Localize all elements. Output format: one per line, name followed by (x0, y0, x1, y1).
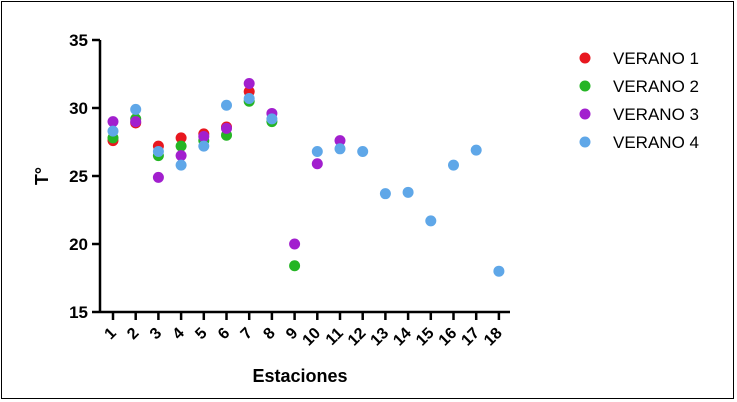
x-tick-label: 5 (192, 325, 210, 343)
y-tick-label: 20 (69, 235, 88, 254)
data-point-4-16 (448, 159, 459, 171)
legend-marker-4 (579, 136, 591, 148)
data-point-1-4 (175, 132, 187, 144)
x-tick-label: 8 (260, 325, 278, 343)
legend-marker-1 (579, 52, 591, 64)
y-tick-label: 15 (69, 303, 88, 322)
x-tick-label: 3 (147, 325, 165, 343)
x-tick-label: 11 (323, 325, 347, 349)
legend-marker-2 (579, 80, 591, 92)
y-axis-label: T° (32, 167, 52, 185)
data-point-3-6 (221, 122, 232, 134)
data-point-2-9 (289, 260, 301, 272)
data-point-4-12 (357, 146, 369, 158)
legend-label-4: VERANO 4 (613, 133, 699, 152)
data-point-3-1 (107, 116, 119, 128)
data-point-3-10 (311, 158, 323, 170)
data-point-4-14 (402, 186, 414, 198)
data-point-4-6 (221, 99, 232, 111)
data-point-4-1 (107, 125, 119, 137)
y-axis: 15 20 25 30 35 (69, 31, 102, 322)
x-tick-label: 15 (413, 325, 438, 350)
data-point-3-7 (243, 78, 255, 90)
data-point-4-3 (152, 146, 164, 158)
x-axis-label: Estaciones (252, 366, 347, 386)
data-point-4-2 (130, 103, 142, 115)
x-tick-label: 16 (436, 325, 461, 350)
y-tick-label: 35 (69, 31, 88, 50)
x-tick-label: 6 (215, 325, 233, 343)
x-tick-label: 2 (124, 325, 142, 343)
legend-marker-3 (579, 108, 591, 120)
data-point-4-5 (198, 140, 210, 152)
data-point-4-18 (493, 265, 505, 277)
data-point-4-13 (379, 188, 391, 200)
data-point-3-5 (198, 131, 210, 143)
data-points (107, 78, 505, 277)
y-tick-label: 25 (69, 167, 88, 186)
legend-label-2: VERANO 2 (613, 77, 699, 96)
data-point-2-4 (175, 140, 187, 152)
data-point-3-2 (130, 116, 142, 128)
data-point-4-10 (311, 146, 323, 158)
x-tick-label: 18 (481, 325, 506, 350)
legend-label-1: VERANO 1 (613, 49, 699, 68)
data-point-4-17 (470, 144, 482, 156)
x-tick-label: 1 (102, 325, 120, 343)
x-tick-label: 17 (458, 325, 483, 350)
x-tick-label: 14 (390, 325, 415, 350)
x-tick-label: 9 (283, 325, 301, 343)
x-tick-label: 13 (368, 325, 393, 350)
legend-label-3: VERANO 3 (613, 105, 699, 124)
x-tick-label: 10 (300, 325, 325, 350)
data-point-4-11 (334, 143, 346, 155)
data-point-3-4 (175, 150, 187, 162)
legend: VERANO 1 VERANO 2 VERANO 3 VERANO 4 (579, 49, 699, 152)
data-point-3-9 (289, 238, 301, 250)
data-point-4-8 (266, 113, 278, 125)
data-point-3-11 (334, 135, 346, 147)
data-point-3-3 (152, 171, 164, 183)
x-tick-label: 7 (238, 325, 256, 343)
x-tick-label: 4 (170, 325, 188, 343)
x-tick-label: 12 (345, 325, 370, 350)
y-tick-label: 30 (69, 99, 88, 118)
data-point-4-15 (425, 215, 437, 227)
data-point-4-4 (175, 159, 187, 171)
data-point-4-7 (243, 92, 255, 104)
